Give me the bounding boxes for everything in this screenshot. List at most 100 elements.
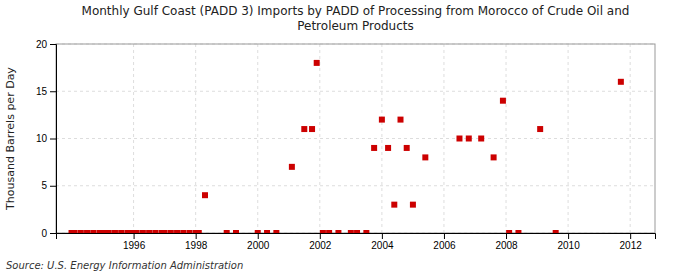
title-line: Monthly Gulf Coast (PADD 3) Imports by P… [82,4,630,18]
point [537,126,543,132]
point [553,230,559,233]
y-tick: 5 [41,180,56,191]
point [354,230,360,233]
point [309,126,315,132]
x-tick-label: 1996 [123,240,146,251]
point [314,60,320,66]
point [301,126,307,132]
point [320,230,326,233]
y-axis: 0 5 10 15 20 [36,39,57,239]
point [233,230,239,233]
y-tick: 0 [41,228,56,239]
x-tick: 2002 [309,233,332,251]
x-tick-label: 2002 [309,240,332,251]
y-tick-label: 0 [41,228,47,239]
plot-frame [56,44,655,233]
x-grid-line [257,44,258,233]
x-tick-mark [258,233,259,239]
y-tick: 15 [36,86,56,97]
point [180,230,186,233]
point [456,136,462,142]
x-tick-label: 2004 [371,240,394,251]
point [466,136,472,142]
y-tick-label: 10 [36,133,48,144]
y-grid-line [56,91,655,92]
x-tick-label: 2012 [620,240,643,251]
y-tick-label: 15 [36,86,48,97]
x-tick-label: 2000 [247,240,270,251]
x-tick-mark [630,233,631,239]
x-tick-mark [444,233,445,239]
y-tick-mark [50,186,56,187]
x-tick: 1998 [185,233,208,251]
point [371,145,377,151]
title-line: Petroleum Products [297,19,414,33]
x-tick: 1996 [123,233,146,251]
point [273,230,279,233]
point [162,230,168,233]
y-tick: 20 [36,39,56,50]
y-axis-line [50,45,57,234]
point [140,230,146,233]
x-axis: 1996 1998 2000 2002 2004 2006 2008 2010 2012 [57,233,656,251]
y-tick-mark [50,91,56,92]
y-axis-label: Thousand Barrels per Day [4,67,17,211]
grid [56,44,655,233]
x-axis-line [57,234,656,240]
point [348,230,354,233]
point [379,117,385,123]
y-tick-mark [50,233,56,234]
point [202,192,208,198]
point [335,230,341,233]
y-tick-mark [50,139,56,140]
point [84,230,90,233]
point [398,117,404,123]
x-tick-label: 2010 [557,240,580,251]
point [168,230,174,233]
point [118,230,124,233]
point [72,230,78,233]
x-grid-line [630,44,631,233]
x-tick: 2010 [557,233,580,251]
y-grid-line [56,138,655,139]
point [500,98,506,104]
point [186,230,192,233]
point [106,230,112,233]
x-tick: 2008 [495,233,518,251]
point [506,230,512,233]
point [404,145,410,151]
point [90,230,96,233]
x-tick-mark [196,233,197,239]
point [196,230,202,233]
x-tick-mark [568,233,569,239]
x-tick: 2006 [433,233,456,251]
y-tick-mark [50,44,56,45]
point [264,230,270,233]
point [152,230,158,233]
chart: Monthly Gulf Coast (PADD 3) Imports by P… [0,0,675,275]
point [618,79,624,85]
x-grid-line [133,44,134,233]
point [363,230,369,233]
title: Monthly Gulf Coast (PADD 3) Imports by P… [82,4,630,33]
x-tick-label: 1998 [185,240,208,251]
point [515,230,521,233]
y-tick: 10 [36,133,56,144]
y-grid-line [56,185,655,186]
point [255,230,261,233]
x-tick-label: 2008 [495,240,518,251]
point [478,136,484,142]
point [326,230,332,233]
y-tick-label: 5 [41,180,47,191]
point [146,230,152,233]
point [289,164,295,170]
x-tick-label: 2006 [433,240,456,251]
plot: 1996 1998 2000 2002 2004 2006 2008 2010 2012 0 5 10… [36,39,656,251]
point [410,202,416,208]
point [134,230,140,233]
point [491,154,497,160]
y-tick-label: 20 [36,39,48,50]
x-tick: 2012 [620,233,643,251]
point [422,154,428,160]
x-tick: 2004 [371,233,394,251]
